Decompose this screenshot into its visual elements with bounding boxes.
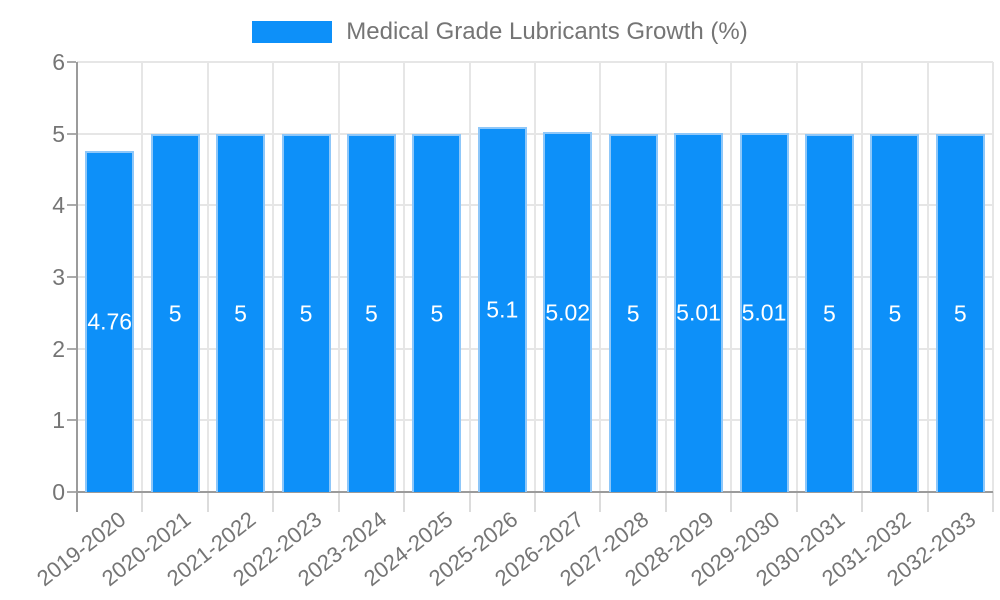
bar[interactable]: 5 <box>150 133 200 492</box>
bar-value-label: 5 <box>234 300 247 327</box>
v-gridline <box>664 62 667 492</box>
legend-swatch[interactable] <box>252 21 333 43</box>
bar[interactable]: 5.02 <box>543 132 593 492</box>
y-axis-tick <box>67 347 76 350</box>
v-gridline <box>403 62 406 492</box>
x-axis-tick <box>272 492 275 512</box>
bar-value-label: 5 <box>168 300 182 327</box>
bar[interactable]: 5.01 <box>674 132 724 492</box>
y-axis-tick <box>67 61 76 63</box>
y-axis-label: 5 <box>52 120 65 147</box>
x-axis-tick <box>730 492 733 512</box>
v-gridline <box>795 62 798 492</box>
x-axis-line <box>77 491 993 493</box>
v-gridline <box>599 62 602 492</box>
bar[interactable]: 5 <box>281 133 331 492</box>
v-gridline <box>992 62 994 492</box>
bar-value-label: 5.01 <box>741 299 787 326</box>
bar-value-label: 5 <box>626 300 640 327</box>
x-axis-tick <box>599 492 602 512</box>
v-gridline <box>337 62 340 492</box>
legend-label[interactable]: Medical Grade Lubricants Growth (%) <box>346 18 748 45</box>
v-gridline <box>206 62 209 492</box>
x-axis-tick <box>141 492 144 512</box>
y-axis-tick <box>67 276 76 278</box>
x-axis-tick <box>926 492 929 512</box>
v-gridline <box>141 62 144 492</box>
x-axis-tick <box>468 492 471 512</box>
legend[interactable]: Medical Grade Lubricants Growth (%) <box>0 18 1000 46</box>
v-gridline <box>468 62 471 492</box>
bar[interactable]: 5 <box>608 133 658 492</box>
x-axis-tick <box>861 492 864 512</box>
v-gridline <box>730 62 733 492</box>
y-axis-label: 1 <box>52 407 65 434</box>
bar[interactable]: 5 <box>216 133 266 492</box>
x-axis-tick <box>206 492 209 512</box>
x-axis-tick <box>534 492 536 512</box>
y-axis-line <box>76 62 78 512</box>
y-axis-label: 3 <box>52 264 65 290</box>
bar[interactable]: 5 <box>412 133 462 492</box>
y-axis-label: 6 <box>52 49 65 75</box>
bar[interactable]: 5 <box>346 133 396 492</box>
bar[interactable]: 5.01 <box>739 132 789 492</box>
bar-value-label: 5 <box>299 300 313 327</box>
bar-value-label: 5 <box>430 300 444 327</box>
v-gridline <box>926 62 929 492</box>
bar-value-label: 5 <box>365 300 378 327</box>
y-axis-tick <box>67 491 76 493</box>
bar-value-label: 4.76 <box>87 308 133 335</box>
bar[interactable]: 5 <box>935 133 985 492</box>
y-axis-label: 2 <box>52 335 65 362</box>
x-axis-tick <box>795 492 798 512</box>
bar-value-label: 5.02 <box>545 299 591 326</box>
y-axis-tick <box>67 419 76 422</box>
v-gridline <box>272 62 275 492</box>
y-axis-tick <box>67 132 76 135</box>
x-axis-tick <box>403 492 406 512</box>
bar-value-label: 5 <box>953 300 967 327</box>
plot-area: 0 1 2 3 4 5 6 4.76 2019-2020 5 2020-2021 5 2021-2022… <box>32 51 994 591</box>
x-axis-tick <box>664 492 667 512</box>
x-axis-tick <box>992 492 994 512</box>
bar[interactable]: 5 <box>870 133 920 492</box>
bar-value-label: 5 <box>888 300 902 327</box>
bar[interactable]: 4.76 <box>85 150 135 492</box>
bar[interactable]: 5.1 <box>477 126 527 492</box>
bar-value-label: 5.01 <box>676 299 721 326</box>
v-gridline <box>534 62 536 492</box>
v-gridline <box>861 62 864 492</box>
bar-value-label: 5 <box>823 300 836 327</box>
x-axis-tick <box>337 492 340 512</box>
bar-value-label: 5.1 <box>486 296 519 323</box>
y-axis-tick <box>67 204 76 207</box>
y-axis-label: 4 <box>52 192 65 219</box>
bar[interactable]: 5 <box>804 133 854 492</box>
y-axis-label: 0 <box>52 479 65 505</box>
